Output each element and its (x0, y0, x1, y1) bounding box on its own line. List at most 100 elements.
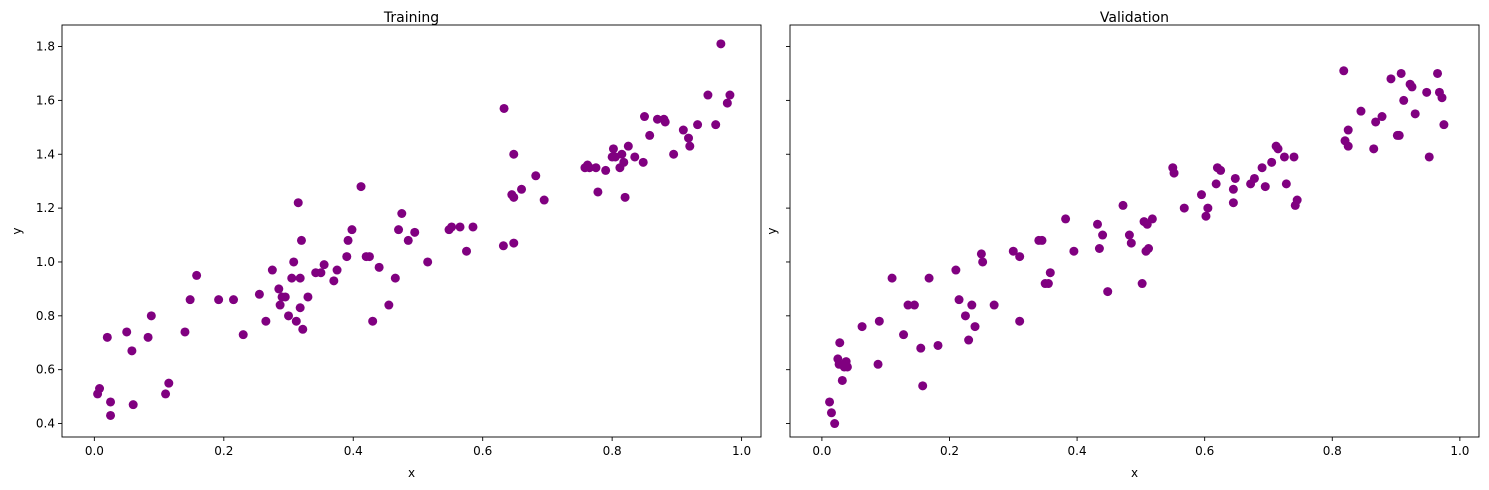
training-data-point (685, 141, 695, 151)
validation-data-point (909, 300, 919, 310)
validation-x-tick-label: 0.6 (1195, 444, 1214, 458)
training-data-point (601, 165, 611, 175)
training-data-point (517, 184, 527, 194)
validation-data-point (1377, 112, 1387, 122)
validation-data-point (1061, 214, 1071, 224)
training-data-point (284, 311, 294, 321)
validation-data-point (1289, 152, 1299, 162)
validation-data-point (976, 249, 986, 259)
training-data-point (287, 273, 297, 283)
validation-data-point (1124, 230, 1134, 240)
training-data-point (368, 316, 378, 326)
training-data-point (332, 265, 342, 275)
validation-data-point (933, 340, 943, 350)
training-data-point (295, 273, 305, 283)
validation-data-point (1396, 68, 1406, 78)
training-data-point (468, 222, 478, 232)
training-data-point (238, 330, 248, 340)
training-data-point (374, 262, 384, 272)
training-data-point (298, 324, 308, 334)
training-x-axis-label: x (408, 466, 415, 480)
training-data-point (678, 125, 688, 135)
validation-data-point (857, 322, 867, 332)
validation-data-point (1045, 268, 1055, 278)
training-points (93, 39, 735, 420)
training-y-ticks: 0.4 0.6 0.8 1.0 1.2 1.4 1.6 1.8 (36, 40, 62, 431)
validation-data-point (1249, 173, 1259, 183)
training-x-ticks: 0.0 0.2 0.4 0.6 0.8 1.0 (85, 437, 751, 458)
training-data-point (293, 198, 303, 208)
validation-data-point (1179, 203, 1189, 213)
training-data-point (584, 163, 594, 173)
validation-data-point (1439, 120, 1449, 130)
training-y-tick-label: 1.0 (36, 255, 55, 269)
validation-data-point (964, 335, 974, 345)
validation-data-point (835, 338, 845, 348)
validation-x-tick-label: 0.0 (812, 444, 831, 458)
validation-data-point (970, 322, 980, 332)
validation-data-point (1356, 106, 1366, 116)
validation-data-point (1260, 182, 1270, 192)
training-y-tick-label: 1.2 (36, 201, 55, 215)
validation-data-point (830, 419, 840, 429)
training-data-point (295, 303, 305, 313)
training-data-point (617, 149, 627, 159)
training-data-point (229, 295, 239, 305)
training-data-point (620, 192, 630, 202)
training-data-point (192, 270, 202, 280)
training-data-point (347, 225, 357, 235)
training-data-point (591, 163, 601, 173)
training-data-point (275, 300, 285, 310)
training-data-point (638, 157, 648, 167)
validation-data-point (1399, 95, 1409, 105)
training-data-point (725, 90, 735, 100)
training-data-point (394, 225, 404, 235)
validation-data-point (1098, 230, 1108, 240)
validation-data-point (1292, 195, 1302, 205)
training-data-point (303, 292, 313, 302)
training-data-point (640, 112, 649, 122)
validation-title: Validation (1100, 10, 1169, 26)
validation-data-point (826, 408, 836, 418)
validation-data-point (899, 330, 909, 340)
training-data-point (106, 397, 116, 407)
validation-data-point (1410, 109, 1420, 119)
training-data-point (645, 130, 655, 140)
training-data-point (423, 257, 433, 267)
training-data-point (619, 157, 629, 167)
training-data-point (593, 187, 603, 197)
training-data-point (711, 120, 721, 130)
training-data-point (146, 311, 156, 321)
validation-x-tick-label: 0.2 (940, 444, 959, 458)
training-x-tick-label: 0.0 (85, 444, 104, 458)
validation-data-point (1267, 157, 1277, 167)
validation-data-point (1015, 252, 1025, 262)
validation-data-point (1196, 190, 1206, 200)
validation-data-point (951, 265, 961, 275)
validation-data-point (1103, 287, 1113, 297)
training-data-point (274, 284, 284, 294)
validation-data-point (989, 300, 999, 310)
validation-data-point (1407, 82, 1417, 92)
validation-x-ticks: 0.0 0.2 0.4 0.6 0.8 1.0 (812, 437, 1469, 458)
validation-data-point (874, 316, 884, 326)
validation-data-point (1216, 165, 1226, 175)
training-data-point (143, 332, 153, 342)
training-data-point (498, 241, 508, 251)
training-data-point (630, 152, 640, 162)
training-title: Training (383, 10, 439, 26)
training-data-point (447, 222, 457, 232)
validation-x-axis-label: x (1131, 466, 1138, 480)
training-panel: Training x y 0.0 0.2 0.4 0.6 0.8 1.0 0.40.60.… (10, 10, 762, 480)
validation-data-point (1008, 246, 1018, 256)
validation-data-point (1437, 93, 1447, 103)
training-data-point (280, 292, 290, 302)
training-data-point (499, 103, 509, 113)
training-data-point (95, 384, 105, 394)
training-y-tick-label: 1.6 (36, 93, 55, 107)
training-data-point (127, 346, 137, 356)
validation-x-tick-label: 1.0 (1450, 444, 1469, 458)
validation-y-ticks (786, 46, 790, 424)
validation-data-point (1118, 200, 1128, 210)
validation-data-point (1203, 203, 1213, 213)
